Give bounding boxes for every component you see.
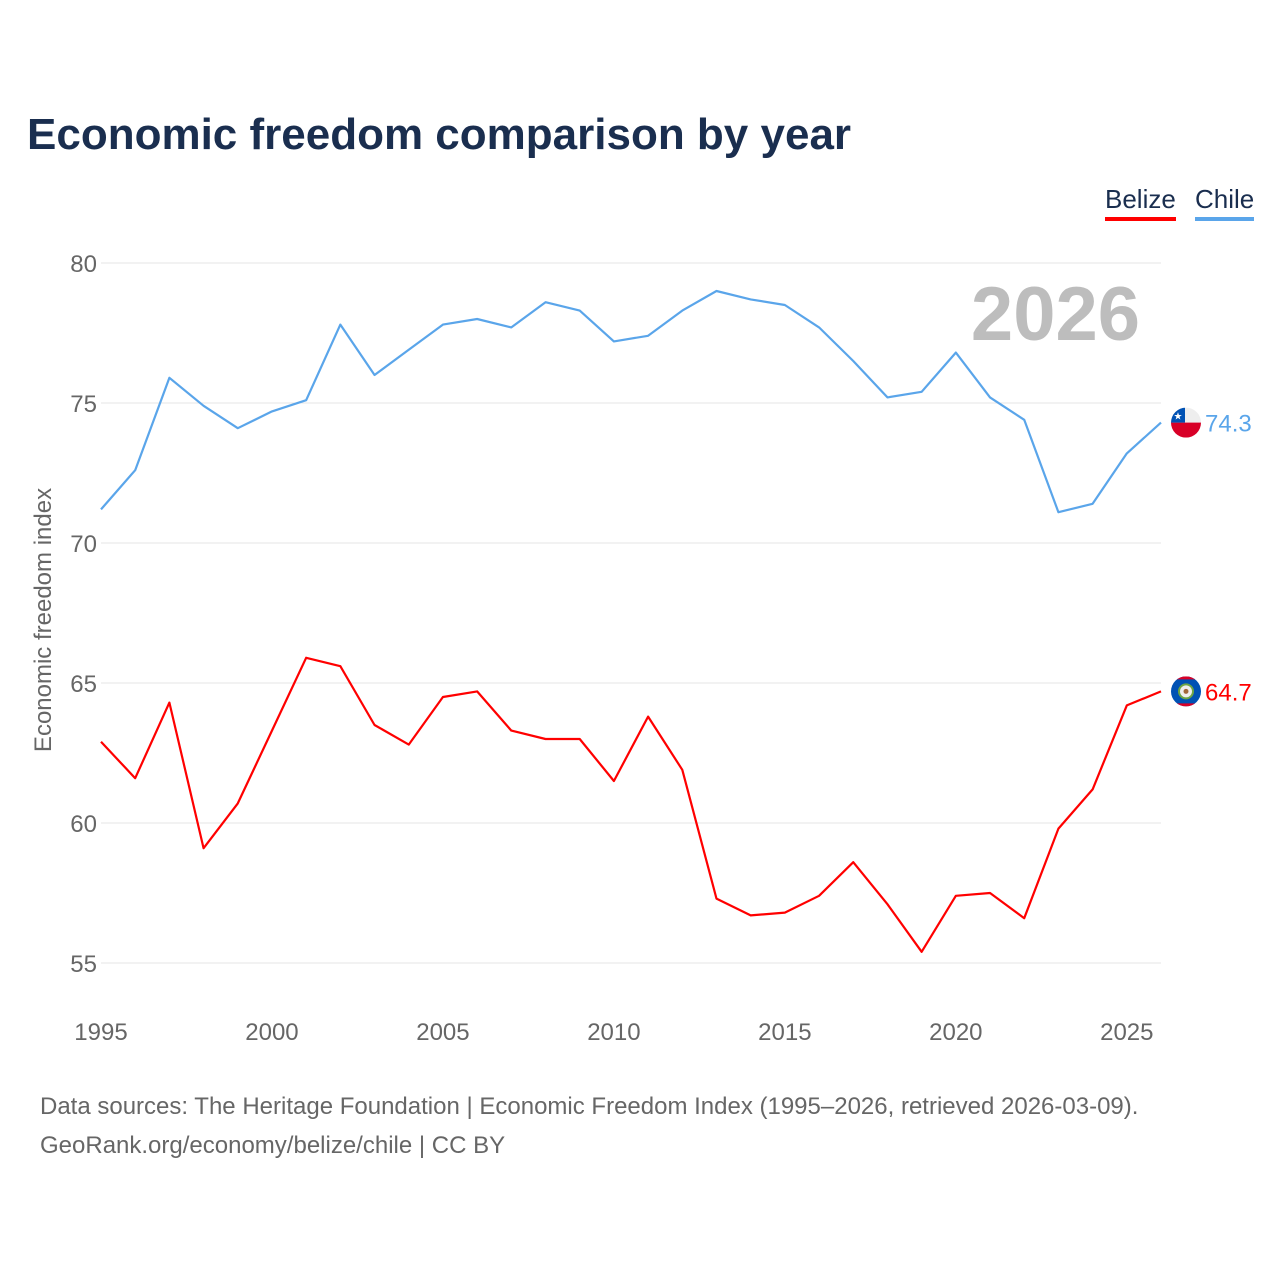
x-tick-label: 2015 (758, 1019, 811, 1046)
y-tick-label: 80 (70, 251, 97, 278)
x-tick-label: 2005 (416, 1019, 469, 1046)
series-line-belize (100, 656, 1162, 953)
chile-flag-icon: ★ (1171, 407, 1201, 438)
y-tick-label: 55 (70, 951, 97, 978)
source-line-1: Data sources: The Heritage Foundation | … (40, 1093, 1139, 1120)
legend-chile[interactable]: Chile (1195, 184, 1255, 221)
belize-flag-icon (1171, 676, 1201, 707)
legend-belize[interactable]: Belize (1105, 184, 1176, 221)
y-tick-label: 65 (70, 671, 97, 698)
x-tick-label: 2000 (245, 1019, 298, 1046)
y-axis-label: Economic freedom index (30, 488, 57, 752)
end-value-label-belize: 64.7 (1205, 679, 1252, 706)
x-tick-label: 2025 (1100, 1019, 1153, 1046)
chart-title: Economic freedom comparison by year (27, 110, 852, 159)
svg-text:★: ★ (1174, 412, 1183, 423)
series-line-chile (100, 289, 1162, 514)
x-tick-label: 2010 (587, 1019, 640, 1046)
source-note: Data sources: The Heritage Foundation | … (40, 1087, 1138, 1165)
x-tick-label: 1995 (74, 1019, 127, 1046)
y-tick-label: 75 (70, 391, 97, 418)
line-chart: 55 60 65 70 75 80 1995 2000 2005 2010 2015 2020 2025… (30, 251, 1252, 1046)
y-tick-label: 70 (70, 531, 97, 558)
end-value-label-chile: 74.3 (1205, 411, 1252, 438)
y-tick-label: 60 (70, 811, 97, 838)
x-tick-label: 2020 (929, 1019, 982, 1046)
year-watermark: 2026 (971, 272, 1140, 357)
source-line-2[interactable]: GeoRank.org/economy/belize/chile | CC BY (40, 1132, 506, 1159)
